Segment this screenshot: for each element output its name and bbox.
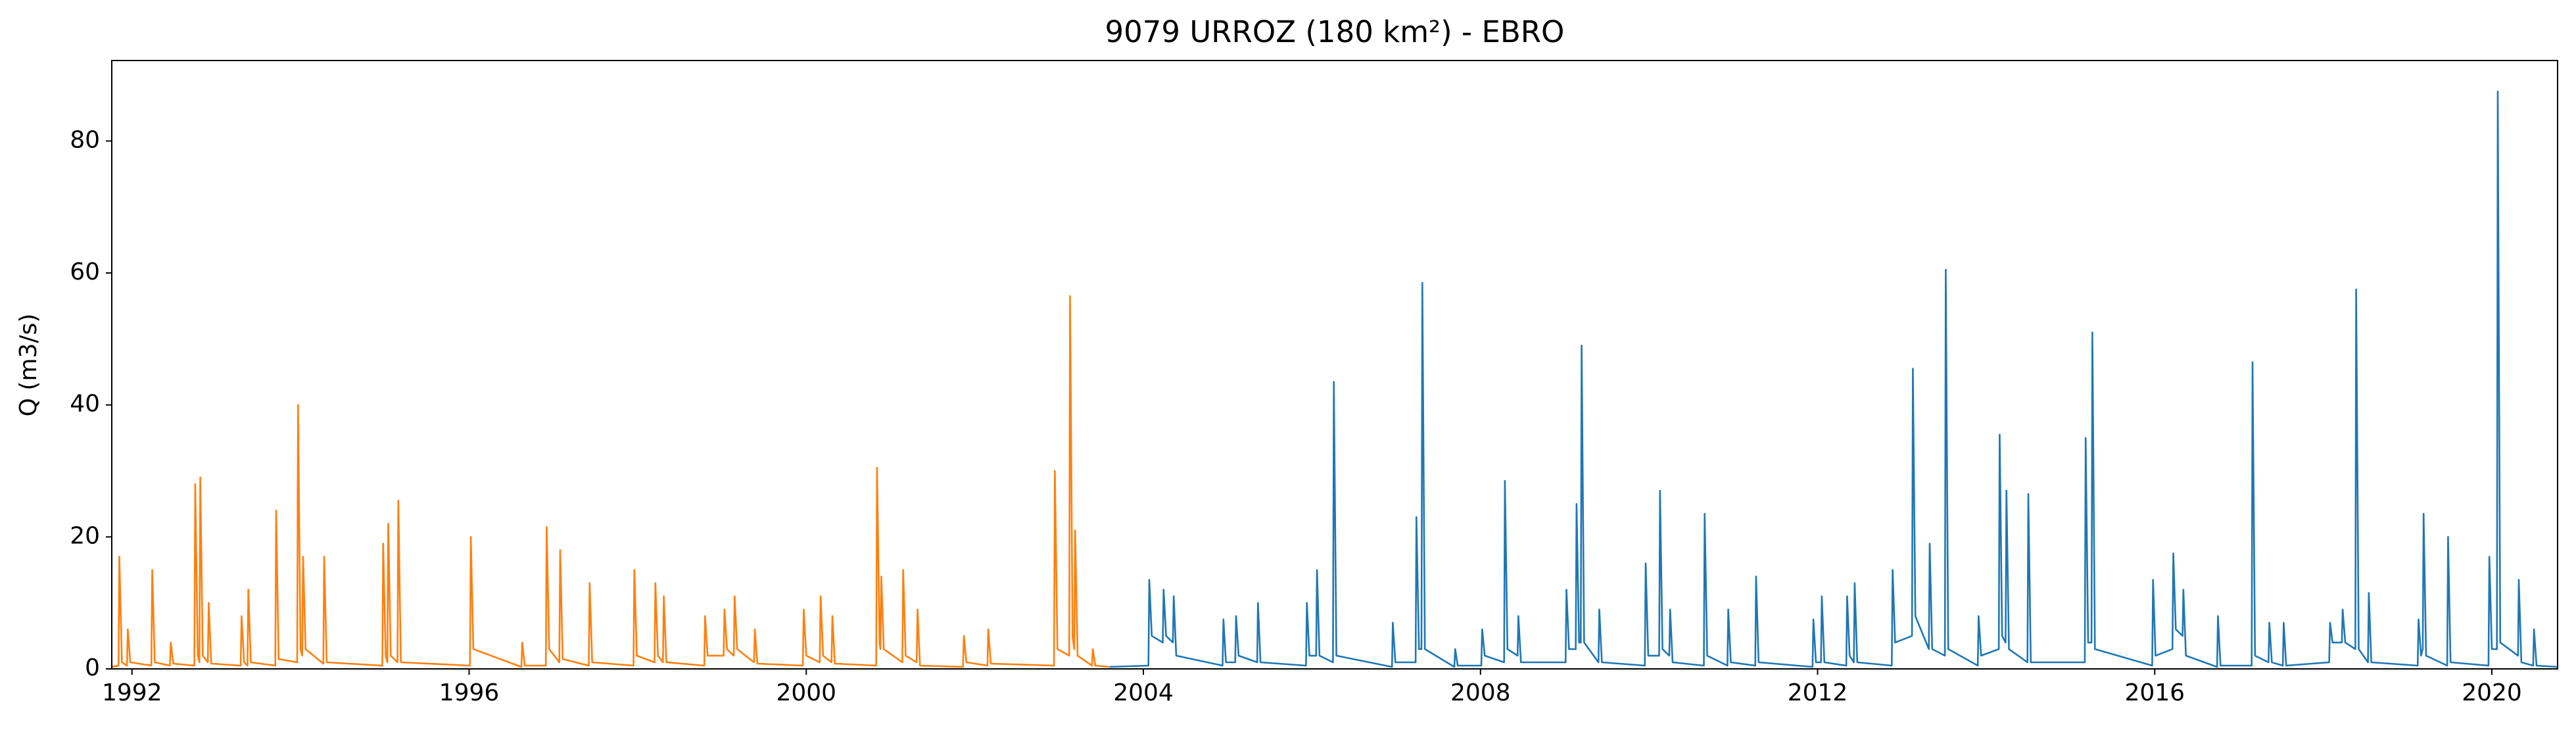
y-tick-label: 20 — [70, 522, 100, 549]
x-tick-label: 2020 — [2462, 679, 2522, 706]
x-tick-label: 1992 — [102, 679, 162, 706]
x-tick-label: 2000 — [776, 679, 836, 706]
y-tick-label: 80 — [70, 126, 100, 153]
y-tick-label: 60 — [70, 258, 100, 285]
x-tick-label: 2016 — [2124, 679, 2185, 706]
chart-title: 9079 URROZ (180 km²) - EBRO — [1105, 14, 1565, 49]
y-tick-label: 0 — [85, 654, 100, 681]
series-line — [111, 295, 1110, 668]
x-tick-label: 1996 — [439, 679, 500, 706]
y-axis-label: Q (m3/s) — [15, 314, 42, 417]
y-tick-label: 40 — [70, 391, 100, 418]
series-line — [1109, 90, 2558, 668]
plot-frame — [111, 60, 2558, 670]
x-tick-label: 2004 — [1113, 679, 1174, 706]
x-tick-label: 2008 — [1450, 679, 1511, 706]
x-tick-label: 2012 — [1788, 679, 1848, 706]
